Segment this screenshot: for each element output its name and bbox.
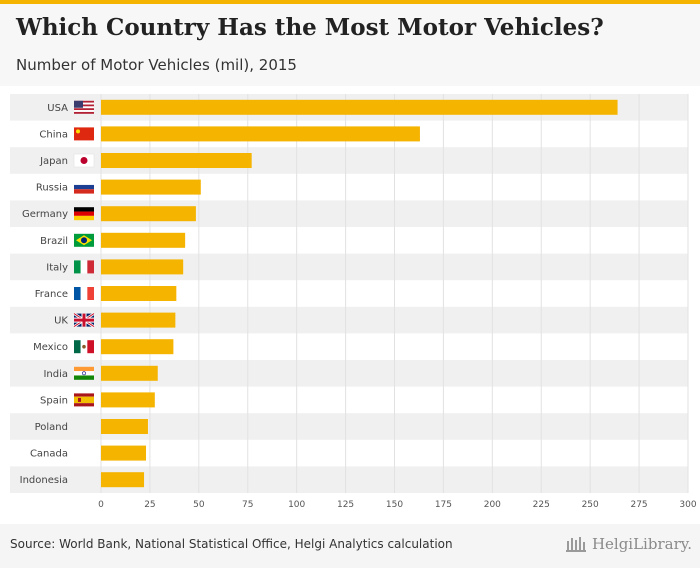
- flag-icon-ru: [74, 180, 94, 194]
- bar-france: [101, 286, 177, 301]
- category-label: Germany: [22, 209, 68, 220]
- chart-header: Which Country Has the Most Motor Vehicle…: [0, 4, 700, 86]
- chart-subtitle: Number of Motor Vehicles (mil), 2015: [16, 56, 297, 74]
- chart-title: Which Country Has the Most Motor Vehicle…: [16, 14, 604, 41]
- flag-icon-de: [74, 207, 94, 221]
- bar-chart: USA China Japan Russia Germany Brazil Italy Fra…: [10, 94, 697, 510]
- x-tick-label: 100: [288, 500, 305, 510]
- flag-icon-us: [74, 100, 94, 114]
- x-tick-label: 300: [679, 500, 696, 510]
- flag-icon-cn: [74, 127, 94, 141]
- category-label: China: [39, 129, 68, 140]
- bar-india: [101, 365, 158, 381]
- flag-icon-gb: [73, 312, 95, 328]
- category-label: Mexico: [33, 342, 68, 353]
- helgi-library-logo: HelgiLibrary.: [565, 533, 692, 555]
- category-label: France: [35, 289, 68, 300]
- bar-japan: [101, 153, 252, 168]
- x-tick-label: 125: [337, 500, 354, 510]
- category-label: Japan: [39, 156, 68, 167]
- x-tick-label: 225: [533, 500, 550, 510]
- bar-italy: [101, 259, 184, 275]
- bar-spain: [101, 392, 155, 408]
- flag-icon-in: [74, 366, 94, 380]
- flag-icon-br: [74, 233, 94, 247]
- category-label: Spain: [40, 395, 68, 406]
- category-label: UK: [54, 316, 68, 327]
- x-tick-label: 275: [630, 500, 647, 510]
- x-tick-label: 250: [582, 500, 599, 510]
- bar-canada: [101, 445, 147, 461]
- category-label: Russia: [36, 183, 68, 194]
- bar-indonesia: [101, 472, 145, 488]
- bar-russia: [101, 179, 201, 195]
- flag-icon-jp: [73, 153, 95, 168]
- bar-brazil: [101, 232, 186, 248]
- x-tick-label: 150: [386, 500, 403, 510]
- x-tick-label: 25: [144, 500, 155, 510]
- top-accent-bar: [0, 0, 700, 4]
- category-label: Canada: [30, 449, 68, 460]
- category-label: India: [43, 369, 68, 380]
- category-label: Poland: [35, 422, 68, 433]
- category-label: USA: [47, 103, 68, 114]
- flag-icon-it: [74, 260, 94, 274]
- x-tick-label: 200: [484, 500, 501, 510]
- library-icon: [565, 537, 586, 552]
- bar-china: [101, 126, 420, 142]
- flag-icon-fr: [74, 287, 94, 300]
- flag-icon-es: [74, 393, 94, 407]
- x-tick-label: 75: [242, 500, 253, 510]
- bar-uk: [101, 312, 176, 328]
- x-tick-label: 0: [98, 500, 104, 510]
- bar-mexico: [101, 339, 174, 355]
- bar-poland: [101, 419, 148, 434]
- chart-footer: Source: World Bank, National Statistical…: [0, 524, 700, 568]
- brand-name: HelgiLibrary.: [591, 535, 692, 553]
- bar-usa: [101, 99, 618, 115]
- category-label: Italy: [46, 262, 68, 273]
- x-tick-label: 50: [193, 500, 205, 510]
- category-label: Brazil: [40, 236, 68, 247]
- x-tick-label: 175: [435, 500, 452, 510]
- source-note: Source: World Bank, National Statistical…: [10, 537, 453, 551]
- category-label: Indonesia: [20, 475, 68, 486]
- flag-icon-mx: [74, 340, 94, 354]
- bar-germany: [101, 206, 196, 222]
